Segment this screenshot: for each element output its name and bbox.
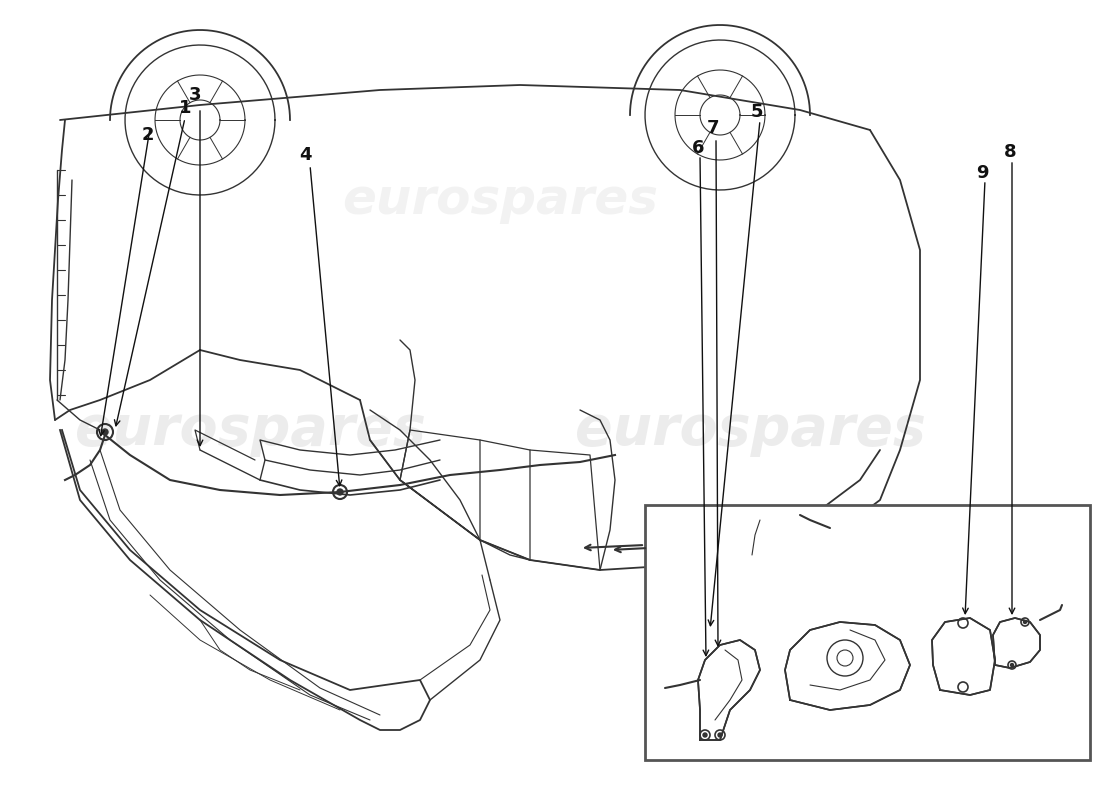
Text: 2: 2	[142, 126, 154, 144]
Polygon shape	[698, 640, 760, 740]
Text: 9: 9	[976, 164, 988, 182]
Circle shape	[703, 733, 707, 737]
Text: 3: 3	[189, 86, 201, 104]
Text: 7: 7	[706, 119, 719, 137]
Text: eurospares: eurospares	[574, 403, 925, 457]
Text: eurospares: eurospares	[342, 176, 658, 224]
Text: 5: 5	[750, 103, 763, 121]
Polygon shape	[785, 622, 910, 710]
Text: 1: 1	[178, 99, 191, 117]
Text: eurospares: eurospares	[75, 403, 426, 457]
Text: 6: 6	[692, 139, 704, 157]
Polygon shape	[932, 618, 996, 695]
Text: 8: 8	[1003, 143, 1016, 161]
Circle shape	[718, 733, 722, 737]
Circle shape	[1023, 621, 1026, 623]
Circle shape	[337, 489, 343, 495]
Circle shape	[102, 429, 108, 435]
Bar	[645, 505, 1090, 760]
Text: 4: 4	[299, 146, 311, 164]
Circle shape	[1011, 663, 1013, 666]
Polygon shape	[993, 618, 1040, 668]
